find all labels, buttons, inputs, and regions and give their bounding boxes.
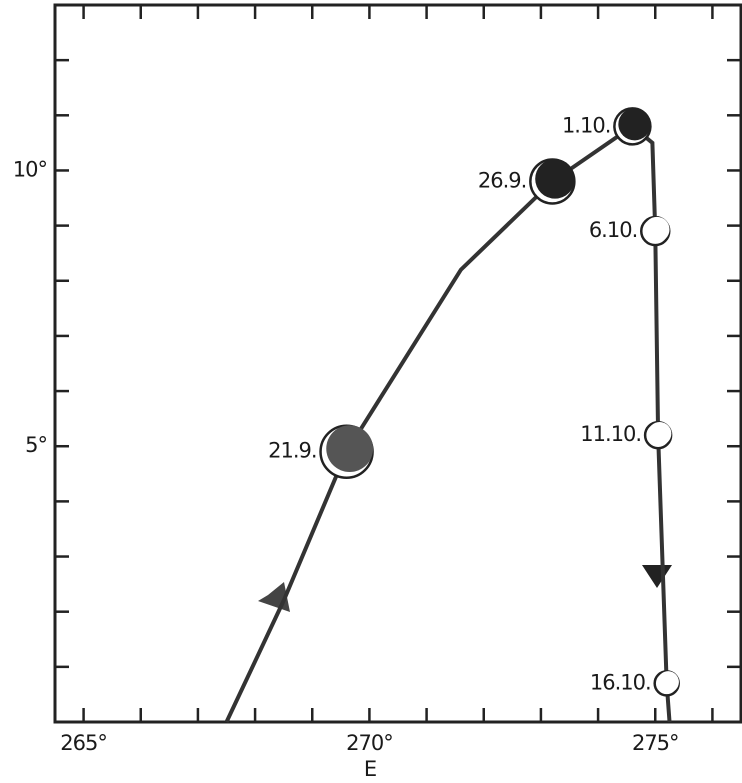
phase-shade (326, 425, 373, 472)
phase-shade (618, 108, 650, 140)
x-tick-label: 275° (632, 731, 679, 755)
phase-shade (644, 217, 669, 242)
chart: E 265° 270° 275° 5° 10° 21.9. 26.9. 1.10. 6.10. 1… (0, 0, 742, 783)
phase-shade (535, 159, 575, 199)
point-label: 1.10. (562, 113, 610, 137)
phase-shade (648, 422, 671, 445)
x-tick-label: 270° (346, 731, 393, 755)
point-label: 6.10. (589, 218, 637, 242)
x-tick-label: 265° (60, 731, 107, 755)
point-label: 21.9. (268, 439, 316, 463)
phase-shade (657, 671, 679, 693)
point-label: 16.10. (590, 670, 651, 694)
y-tick-label: 5° (25, 433, 47, 457)
x-axis-label: E (364, 757, 376, 781)
point-label: 26.9. (478, 168, 526, 192)
point-label: 11.10. (580, 422, 641, 446)
y-tick-label: 10° (13, 157, 47, 181)
direction-arrow (642, 565, 672, 588)
